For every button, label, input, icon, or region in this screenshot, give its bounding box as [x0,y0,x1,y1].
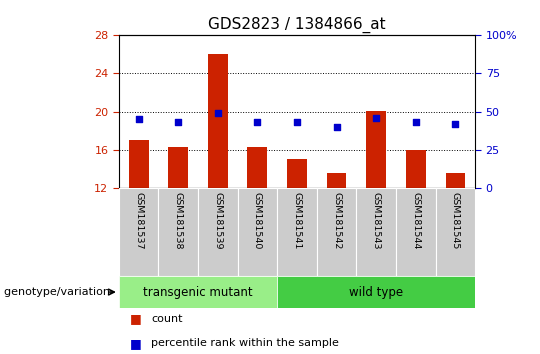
Bar [168,147,188,188]
Point [293,119,301,125]
Text: transgenic mutant: transgenic mutant [143,286,253,298]
Text: wild type: wild type [349,286,403,298]
Bar [277,276,475,308]
Text: ■: ■ [130,337,141,350]
Text: count: count [151,314,183,324]
Bar [446,173,465,188]
Point [134,116,143,122]
Bar [129,140,148,188]
Title: GDS2823 / 1384866_at: GDS2823 / 1384866_at [208,16,386,33]
Bar [247,147,267,188]
Bar [287,159,307,188]
Point [174,119,183,125]
Bar [436,188,475,276]
Text: GSM181545: GSM181545 [451,192,460,250]
Point [332,124,341,130]
Text: GSM181541: GSM181541 [293,192,301,250]
Text: GSM181544: GSM181544 [411,192,420,250]
Bar [327,173,347,188]
Bar [238,188,277,276]
Text: percentile rank within the sample: percentile rank within the sample [151,338,339,348]
Text: ■: ■ [130,312,141,325]
Bar [396,188,436,276]
Text: genotype/variation: genotype/variation [4,287,113,297]
Bar [119,188,158,276]
Bar [406,149,426,188]
Point [372,115,381,120]
Bar [208,55,228,188]
Bar [277,188,317,276]
Bar [198,188,238,276]
Text: GSM181537: GSM181537 [134,192,143,250]
Bar [366,110,386,188]
Bar [119,276,277,308]
Point [213,110,222,116]
Bar [317,188,356,276]
Point [411,119,420,125]
Point [253,119,262,125]
Text: GSM181539: GSM181539 [213,192,222,250]
Text: GSM181543: GSM181543 [372,192,381,250]
Text: GSM181540: GSM181540 [253,192,262,250]
Bar [356,188,396,276]
Bar [158,188,198,276]
Text: GSM181542: GSM181542 [332,192,341,250]
Text: GSM181538: GSM181538 [174,192,183,250]
Point [451,121,460,126]
